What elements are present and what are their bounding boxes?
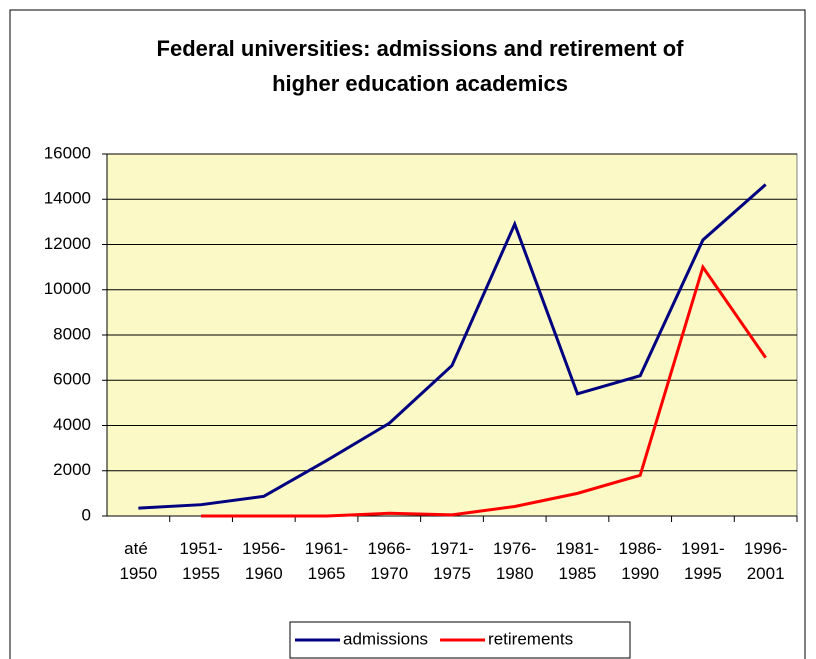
- chart-title: higher education academics: [272, 71, 568, 96]
- y-tick-label: 10000: [44, 279, 91, 298]
- x-tick-label: 1981-1985: [556, 539, 599, 583]
- y-tick-label: 2000: [53, 460, 91, 479]
- legend-label: retirements: [488, 629, 573, 648]
- x-tick-label: 1996-2001: [744, 539, 787, 583]
- x-tick-label: 1961-1965: [305, 539, 348, 583]
- x-tick-label: 1986-1990: [618, 539, 661, 583]
- x-tick-label: 1966-1970: [368, 539, 411, 583]
- series-line: [201, 263, 767, 518]
- x-tick-label: 1971-1975: [430, 539, 473, 583]
- y-tick-label: 16000: [44, 143, 91, 162]
- x-tick-label: até 1950: [119, 539, 157, 583]
- y-tick-label: 6000: [53, 370, 91, 389]
- y-tick-label: 0: [82, 505, 91, 524]
- series-line: [138, 183, 767, 510]
- x-tick-label: 1951-1955: [179, 539, 222, 583]
- x-tick-label: 1956-1960: [242, 539, 285, 583]
- chart-title: Federal universities: admissions and ret…: [157, 36, 685, 61]
- legend-label: admissions: [343, 629, 428, 648]
- x-tick-label: 1991-1995: [681, 539, 724, 583]
- y-tick-label: 4000: [53, 415, 91, 434]
- y-tick-label: 14000: [44, 189, 91, 208]
- y-tick-label: 12000: [44, 234, 91, 253]
- y-tick-label: 8000: [53, 324, 91, 343]
- x-tick-label: 1976-1980: [493, 539, 536, 583]
